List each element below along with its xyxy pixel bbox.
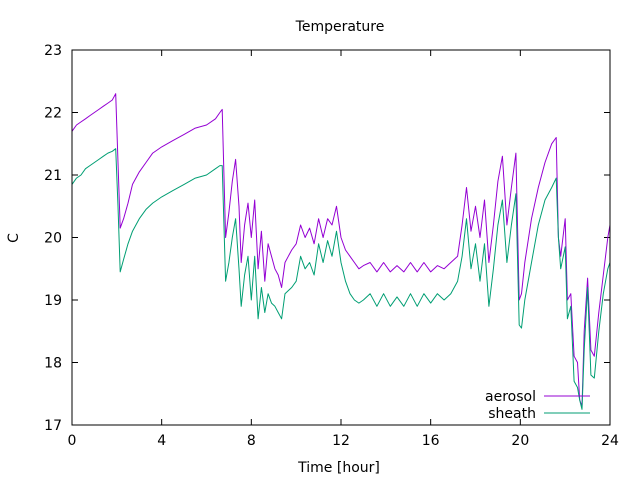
x-tick-label: 0: [68, 433, 77, 449]
y-tick-label: 18: [44, 356, 62, 372]
x-tick-label: 24: [601, 433, 619, 449]
y-tick-label: 17: [44, 418, 62, 434]
x-tick-label: 16: [422, 433, 440, 449]
chart-title: Temperature: [295, 19, 385, 35]
series-line-sheath: [71, 148, 611, 410]
y-tick-label: 22: [44, 106, 62, 122]
legend-label-sheath: sheath: [488, 406, 536, 422]
x-tick-label: 12: [332, 433, 350, 449]
x-tick-label: 20: [511, 433, 529, 449]
x-axis-label: Time [hour]: [297, 460, 380, 476]
y-tick-label: 23: [44, 43, 62, 59]
x-tick-label: 4: [157, 433, 166, 449]
legend-label-aerosol: aerosol: [485, 389, 536, 405]
x-tick-label: 8: [247, 433, 256, 449]
y-axis-label: C: [6, 233, 22, 243]
series-lines: [71, 93, 611, 410]
y-tick-label: 20: [44, 231, 62, 247]
plot-frame: [71, 49, 611, 426]
series-line-aerosol: [71, 93, 611, 407]
y-tick-label: 19: [44, 293, 62, 309]
y-tick-label: 21: [44, 168, 62, 184]
